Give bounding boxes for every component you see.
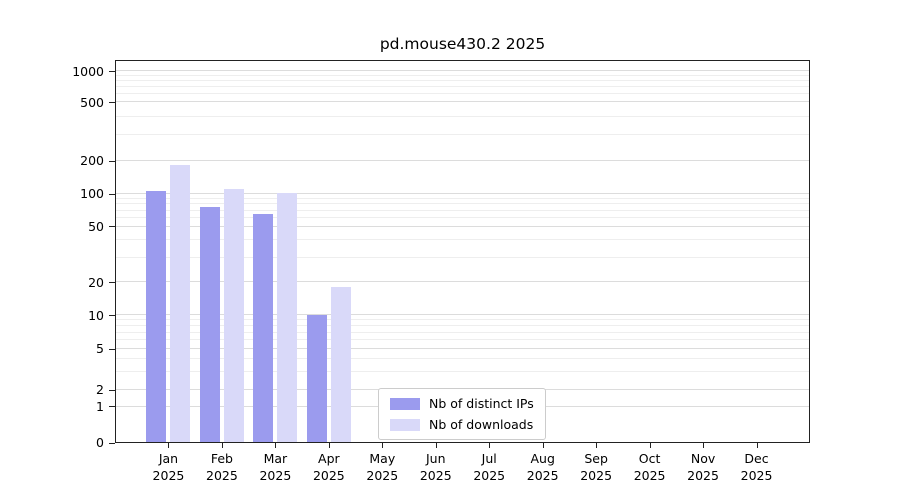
legend-swatch-distinct-ips <box>390 397 420 410</box>
bar-distinct-ips-jan <box>146 190 167 442</box>
bar-downloads-jan <box>170 165 191 442</box>
y-tick-label-200: 200 <box>80 152 104 168</box>
gridline-90 <box>116 197 809 199</box>
gridline-200 <box>116 159 809 161</box>
gridline-40 <box>116 239 809 241</box>
gridline-1000 <box>116 70 809 72</box>
gridline-80 <box>116 203 809 205</box>
x-tick-mark-sep <box>596 443 598 448</box>
y-tick-mark-10 <box>109 315 115 317</box>
y-tick-mark-2 <box>109 389 115 391</box>
legend-label-downloads: Nb of downloads <box>429 417 534 432</box>
y-tick-mark-20 <box>109 282 115 284</box>
gridline-7 <box>116 331 809 333</box>
x-tick-label-jun: Jun 2025 <box>419 451 452 483</box>
gridline-70 <box>116 209 809 211</box>
y-tick-label-50: 50 <box>88 218 104 234</box>
x-tick-label-aug: Aug 2025 <box>526 451 559 483</box>
y-tick-mark-5 <box>109 348 115 350</box>
gridline-600 <box>116 93 809 95</box>
x-tick-label-dec: Dec 2025 <box>740 451 773 483</box>
x-tick-label-jul: Jul 2025 <box>473 451 506 483</box>
y-tick-label-1: 1 <box>96 398 104 414</box>
y-tick-mark-500 <box>109 102 115 104</box>
x-tick-mark-mar <box>275 443 277 448</box>
x-tick-mark-dec <box>756 443 758 448</box>
gridline-700 <box>116 86 809 88</box>
y-tick-label-500: 500 <box>80 94 104 110</box>
y-tick-label-5: 5 <box>96 340 104 356</box>
y-tick-label-2: 2 <box>96 381 104 397</box>
bar-downloads-apr <box>330 286 351 442</box>
gridline-5 <box>116 347 809 349</box>
gridline-4 <box>116 357 809 359</box>
bar-distinct-ips-feb <box>199 206 220 442</box>
x-tick-mark-aug <box>542 443 544 448</box>
bar-distinct-ips-apr <box>306 314 327 442</box>
gridline-10 <box>116 314 809 316</box>
x-tick-label-may: May 2025 <box>366 451 399 483</box>
x-tick-mark-oct <box>649 443 651 448</box>
y-tick-mark-100 <box>109 193 115 195</box>
y-tick-mark-0 <box>109 442 115 444</box>
y-tick-label-100: 100 <box>80 185 104 201</box>
x-tick-label-feb: Feb 2025 <box>206 451 238 483</box>
y-tick-mark-1000 <box>109 71 115 73</box>
x-tick-mark-apr <box>328 443 330 448</box>
x-tick-label-oct: Oct 2025 <box>633 451 666 483</box>
gridline-20 <box>116 281 809 283</box>
x-tick-label-apr: Apr 2025 <box>312 451 345 483</box>
x-tick-mark-jun <box>435 443 437 448</box>
y-tick-label-1000: 1000 <box>72 63 104 79</box>
y-tick-mark-1 <box>109 406 115 408</box>
plot-area <box>115 60 810 443</box>
legend-swatch-downloads <box>390 418 420 431</box>
x-tick-mark-jan <box>168 443 170 448</box>
gridline-30 <box>116 256 809 258</box>
gridline-400 <box>116 115 809 117</box>
gridline-3 <box>116 370 809 372</box>
x-tick-mark-feb <box>221 443 223 448</box>
legend-label-distinct-ips: Nb of distinct IPs <box>429 396 534 411</box>
y-tick-label-0: 0 <box>96 434 104 450</box>
gridline-6 <box>116 338 809 340</box>
gridline-100 <box>116 192 809 194</box>
gridline-300 <box>116 133 809 135</box>
chart-title: pd.mouse430.2 2025 <box>379 35 546 53</box>
gridline-900 <box>116 75 809 77</box>
y-tick-mark-200 <box>109 160 115 162</box>
gridline-9 <box>116 319 809 321</box>
x-tick-mark-nov <box>703 443 705 448</box>
y-tick-label-10: 10 <box>88 307 104 323</box>
bar-downloads-feb <box>223 188 244 442</box>
legend: Nb of distinct IPs Nb of downloads <box>378 388 546 440</box>
y-tick-label-20: 20 <box>88 274 104 290</box>
gridline-8 <box>116 325 809 327</box>
gridline-800 <box>116 80 809 82</box>
bar-distinct-ips-mar <box>253 213 274 442</box>
x-tick-label-sep: Sep 2025 <box>580 451 613 483</box>
x-tick-label-mar: Mar 2025 <box>259 451 292 483</box>
gridline-60 <box>116 216 809 218</box>
x-tick-label-nov: Nov 2025 <box>687 451 719 483</box>
gridline-500 <box>116 101 809 103</box>
x-tick-mark-jul <box>489 443 491 448</box>
legend-item-distinct-ips: Nb of distinct IPs <box>390 396 534 411</box>
gridline-50 <box>116 225 809 227</box>
legend-item-downloads: Nb of downloads <box>390 417 534 432</box>
y-tick-mark-50 <box>109 226 115 228</box>
x-tick-label-jan: Jan 2025 <box>152 451 185 483</box>
bar-downloads-mar <box>277 193 298 442</box>
x-tick-mark-may <box>382 443 384 448</box>
